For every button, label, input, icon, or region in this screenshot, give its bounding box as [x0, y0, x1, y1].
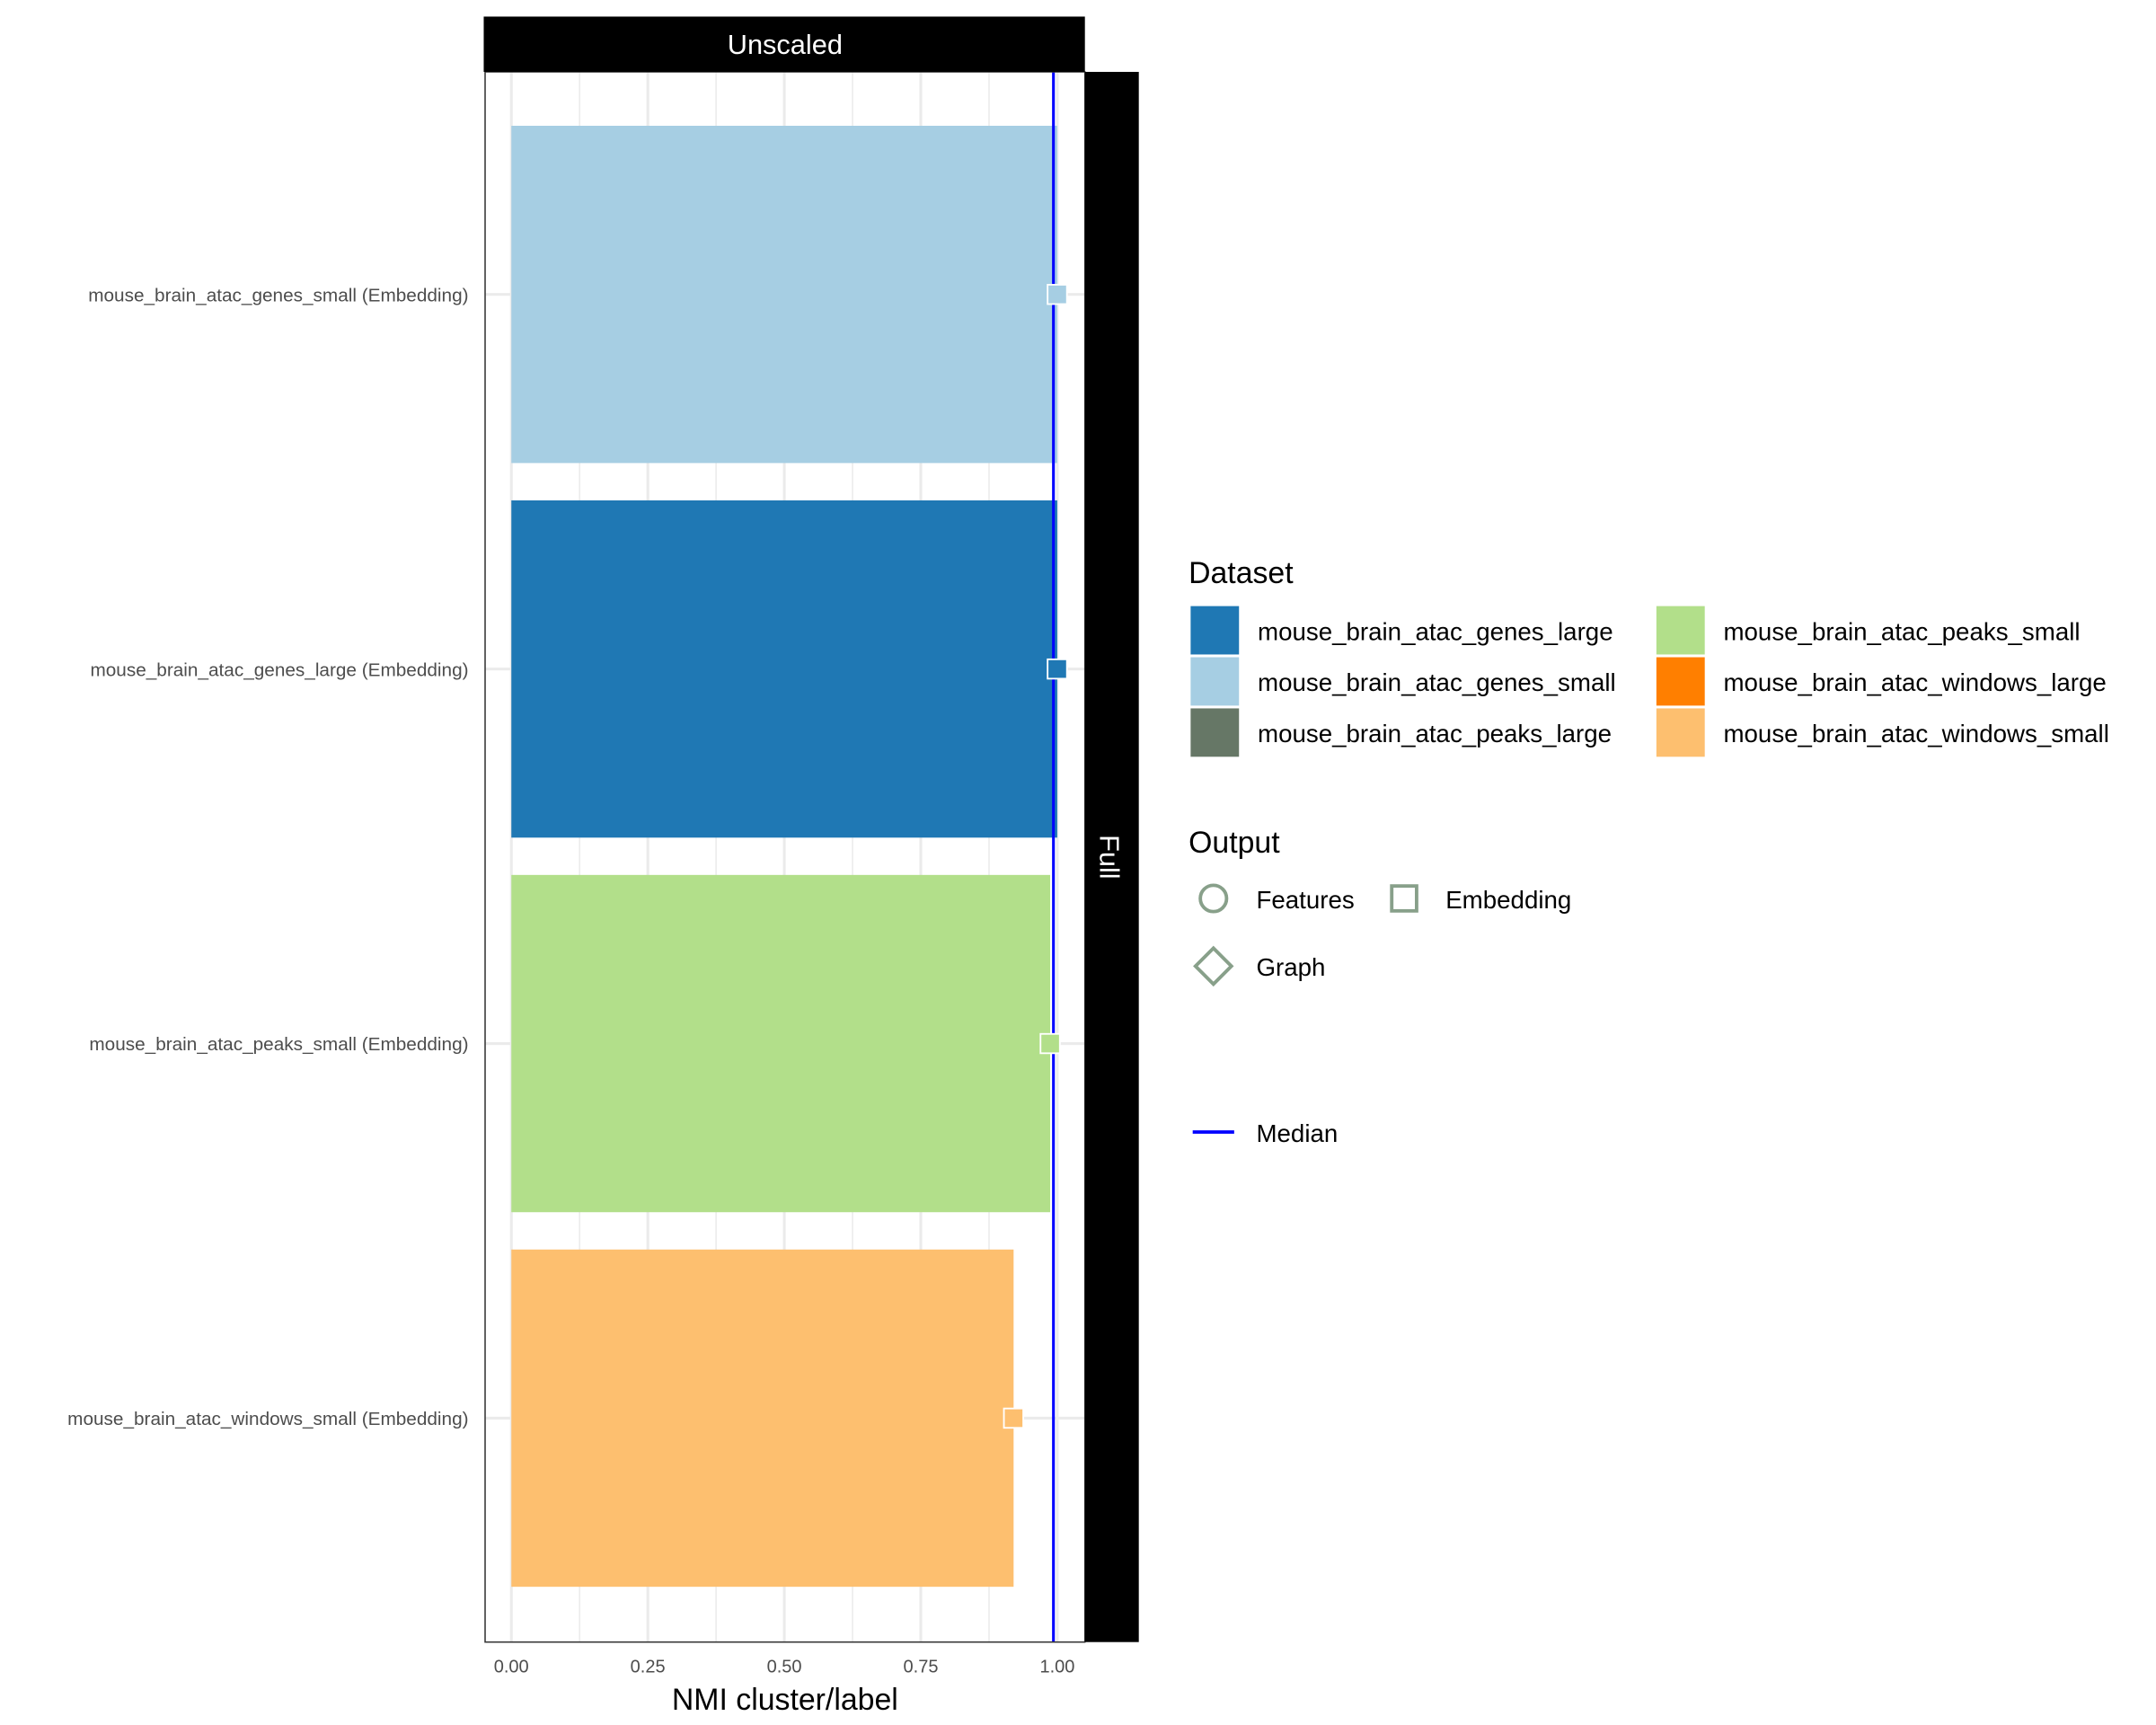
bar-mouse_brain_atac_genes_small [511, 126, 1057, 464]
y-tick-label: mouse_brain_atac_peaks_small (Embedding) [89, 1034, 468, 1055]
legend-key-mouse_brain_atac_windows_small [1655, 706, 1707, 758]
bars [511, 126, 1057, 1588]
x-tick-label: 0.75 [904, 1658, 939, 1677]
point-mouse_brain_atac_genes_large [1047, 658, 1068, 680]
x-tick-label: 0.50 [767, 1658, 802, 1677]
bar-mouse_brain_atac_genes_large [511, 500, 1057, 838]
legend-label-dataset: mouse_brain_atac_genes_large [1258, 617, 1613, 645]
y-tick-label: mouse_brain_atac_genes_small (Embedding) [88, 285, 468, 305]
bar-mouse_brain_atac_windows_small [511, 1249, 1014, 1588]
legend-label-dataset: mouse_brain_atac_peaks_small [1723, 617, 2080, 645]
legend-label-dataset: mouse_brain_atac_windows_large [1723, 668, 2106, 696]
x-tick-label: 0.25 [631, 1658, 666, 1677]
circle-icon [1198, 883, 1229, 914]
legend-key-mouse_brain_atac_windows_large [1655, 656, 1707, 707]
y-tick-label: mouse_brain_atac_genes_large (Embedding) [90, 659, 468, 680]
legend-label-output: Features [1256, 886, 1354, 914]
facet-strip-top [483, 16, 1085, 72]
legend-key-mouse_brain_atac_genes_small [1188, 656, 1241, 707]
points [1003, 284, 1068, 1429]
y-tick-label: mouse_brain_atac_windows_small (Embeddin… [67, 1409, 468, 1429]
legend-title-output: Output [1188, 826, 1280, 860]
legend-label-output: Embedding [1445, 886, 1571, 914]
facet-label-full: Full [1094, 835, 1126, 880]
diamond-icon [1193, 945, 1234, 987]
legend-key-mouse_brain_atac_peaks_small [1655, 605, 1707, 656]
x-axis-ticks: 0.00 0.25 0.50 0.75 1.00 [494, 1658, 1075, 1677]
bar-mouse_brain_atac_peaks_small [511, 874, 1051, 1213]
x-tick-label: 0.00 [494, 1658, 529, 1677]
legend-label-median: Median [1256, 1119, 1338, 1147]
y-axis-labels: mouse_brain_atac_genes_small (Embedding)… [67, 285, 468, 1429]
point-mouse_brain_atac_peaks_small [1039, 1032, 1061, 1055]
x-axis-title: NMI cluster/label [672, 1683, 898, 1717]
point-mouse_brain_atac_genes_small [1047, 284, 1068, 305]
legend-label-dataset: mouse_brain_atac_genes_small [1258, 668, 1616, 696]
legend-label-dataset: mouse_brain_atac_peaks_large [1258, 720, 1612, 748]
square-icon [1390, 884, 1418, 913]
facet-strip-right [1084, 72, 1139, 1642]
legend-key-mouse_brain_atac_genes_large [1188, 605, 1241, 656]
legend-key-mouse_brain_atac_peaks_large [1188, 706, 1241, 758]
legend-label-output: Graph [1256, 953, 1325, 981]
legend-label-dataset: mouse_brain_atac_windows_small [1723, 720, 2108, 748]
point-mouse_brain_atac_windows_small [1003, 1407, 1025, 1429]
facet-label-unscaled: Unscaled [728, 29, 843, 60]
legend: Datasetmouse_brain_atac_genes_largemouse… [1188, 556, 2109, 1147]
x-tick-label: 1.00 [1039, 1658, 1074, 1677]
legend-title-dataset: Dataset [1188, 556, 1294, 590]
